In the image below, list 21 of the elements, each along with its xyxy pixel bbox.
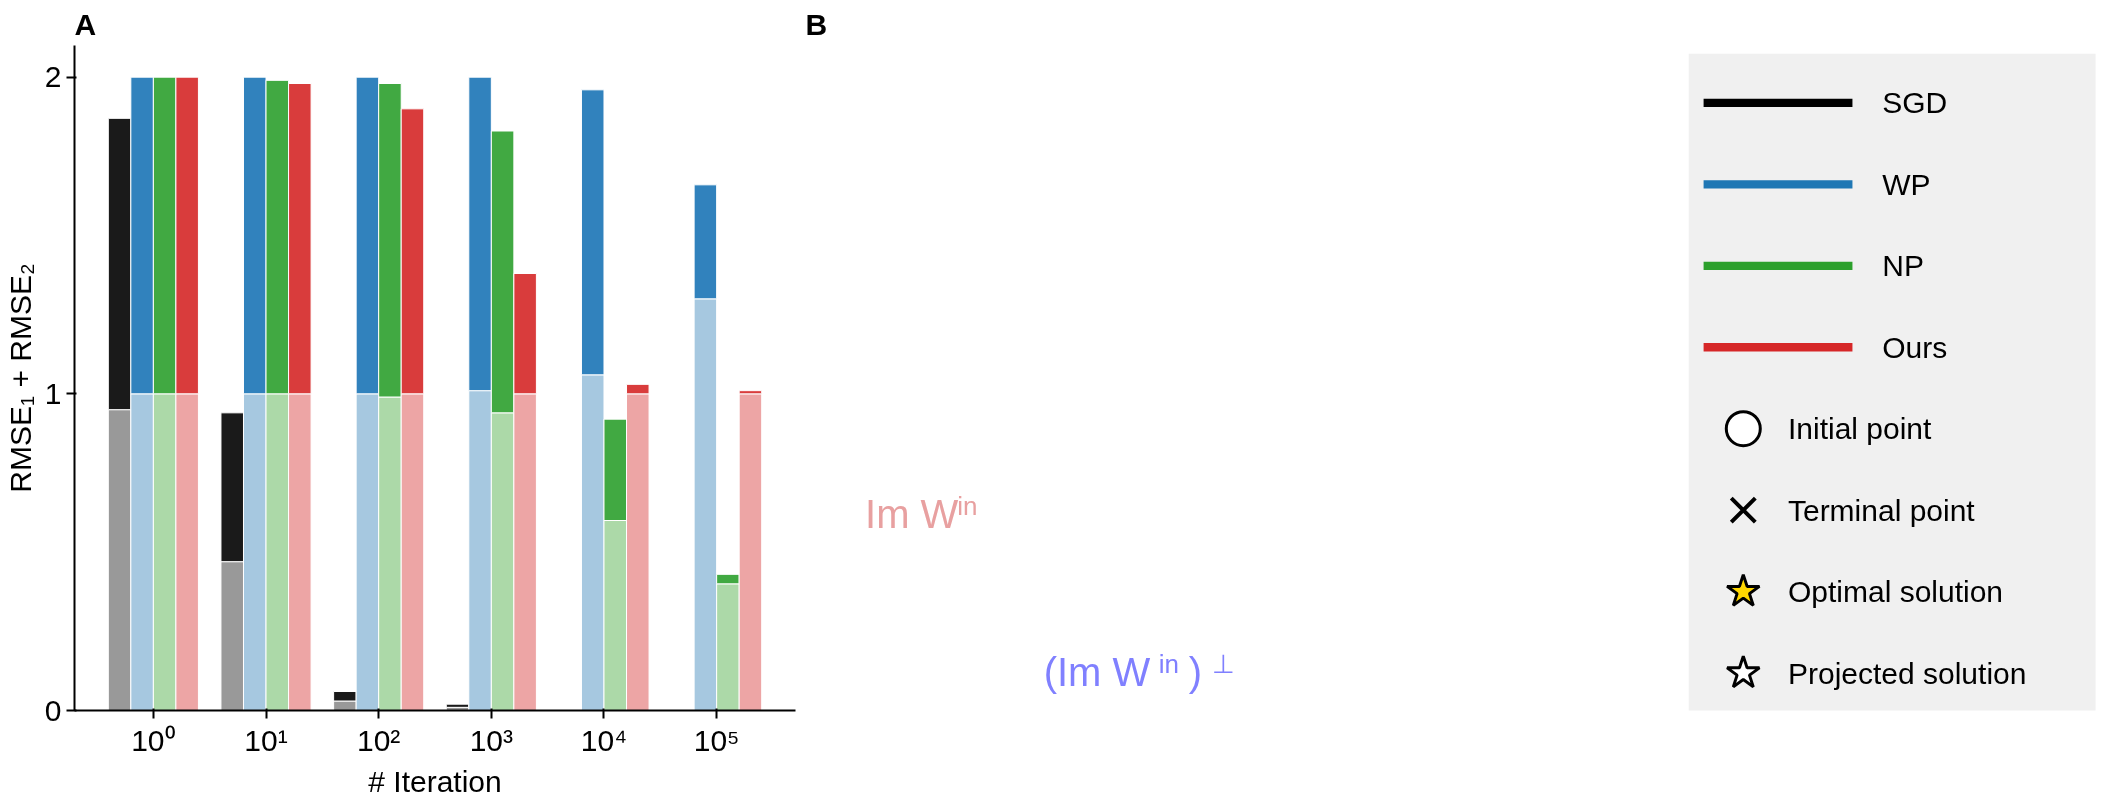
legend-label: Initial point (1787, 412, 1933, 446)
x-tick-label: 10⁴ (580, 723, 628, 757)
legend-label: Terminal point (1787, 493, 1976, 527)
legend-label: WP (1882, 167, 1931, 201)
x-tick-label: 10³ (469, 723, 514, 757)
x-axis-title: # Iteration (368, 764, 502, 798)
x-tick-label: 10² (356, 723, 401, 757)
chart-title: A (74, 7, 97, 41)
legend-label: Ours (1882, 330, 1948, 364)
y-tick-label: 2 (44, 60, 62, 94)
text: B (805, 7, 828, 41)
x-tick-label: 10¹ (244, 723, 288, 757)
legend-label: NP (1882, 249, 1924, 283)
x-tick-label: 10⁵ (693, 723, 740, 757)
legend-label: SGD (1882, 86, 1948, 120)
y-tick-label: 1 (44, 376, 62, 410)
legend-label: Optimal solution (1787, 575, 2004, 609)
legend-label: Projected solution (1787, 656, 2027, 690)
y-axis-title: RMSE₁ + RMSE₂ (3, 263, 37, 493)
y-tick-label: 0 (44, 693, 62, 727)
x-tick-label: 10⁰ (131, 723, 176, 757)
